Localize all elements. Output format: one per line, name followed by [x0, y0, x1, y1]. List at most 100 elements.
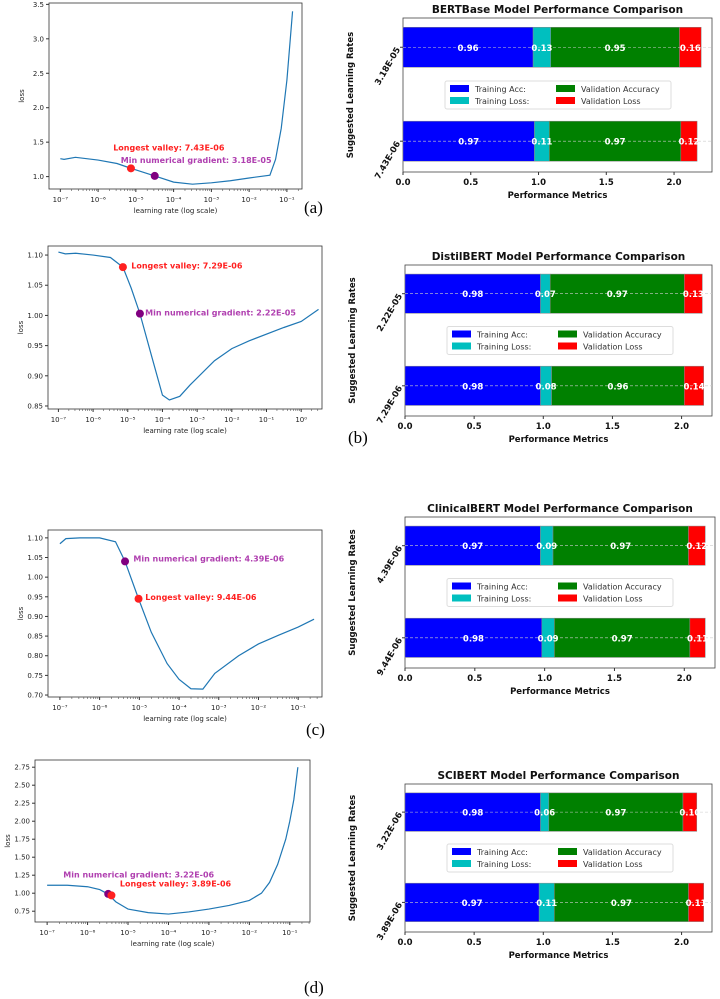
chart-title: BERTBase Model Performance Comparison: [432, 4, 683, 16]
legend-label: Validation Loss: [583, 860, 643, 869]
legend-swatch: [556, 85, 575, 92]
loss-chart-0: 10⁻⁷ 10⁻⁶ 10⁻⁵ 10⁻⁴ 10⁻³ 10⁻² 10⁻¹ 1.0 1.5 2.0 2.5…: [18, 1, 303, 215]
legend-swatch: [558, 848, 577, 855]
y-axis-label: Suggested Learning Rates: [348, 529, 358, 655]
marker-annotation: Longest valley: 3.89E-06: [120, 880, 232, 889]
marker-annotation: Longest valley: 7.29E-06: [131, 261, 243, 270]
panel-label-d: (d): [304, 978, 324, 997]
y-tick-label: 2.00: [14, 818, 30, 826]
legend-swatch: [452, 330, 471, 338]
y-tick-label: 1.75: [14, 836, 30, 844]
y-tick-label: 1.00: [14, 890, 30, 898]
panel-label-a: (a): [304, 198, 323, 217]
data-label: 0.97: [610, 542, 631, 552]
data-label: 0.97: [605, 138, 626, 148]
marker-point: [118, 263, 127, 272]
data-label: 0.98: [463, 634, 484, 644]
loss-chart-3: 10⁻⁷ 10⁻⁶ 10⁻⁵ 10⁻⁴ 10⁻³ 10⁻² 10⁻¹ 0.75 1.00 1.25…: [4, 759, 311, 948]
data-label: 0.08: [536, 382, 557, 392]
y-tick-label: 1.50: [14, 854, 30, 862]
legend-label: Validation Loss: [581, 97, 641, 106]
x-tick-label: 0.5: [467, 422, 482, 432]
chart-title: SCIBERT Model Performance Comparison: [438, 770, 680, 782]
data-label: 0.97: [462, 899, 483, 909]
x-tick-label: 0.5: [467, 938, 482, 948]
legend-label: Validation Accuracy: [581, 85, 660, 94]
data-label: 0.09: [536, 542, 557, 552]
data-label: 0.13: [531, 44, 552, 54]
x-tick-label: 0.5: [463, 178, 478, 188]
y-axis-label: loss: [18, 89, 26, 103]
y-tick-label: 3.89E-06: [375, 901, 405, 943]
y-tick-label: 0.85: [27, 633, 43, 641]
x-axis-label: learning rate (log scale): [134, 207, 218, 215]
plot-frame: [34, 759, 311, 923]
y-tick-label: 0.80: [27, 652, 43, 660]
data-label: 0.98: [462, 809, 483, 819]
data-label: 0.13: [683, 290, 704, 300]
loss-curve: [60, 11, 294, 185]
legend-swatch: [558, 342, 577, 350]
loss-chart-2: 10⁻⁷ 10⁻⁶ 10⁻⁵ 10⁻⁴ 10⁻³ 10⁻² 10⁻¹ 0.70 0.75 0.80…: [17, 529, 323, 723]
data-label: 0.09: [538, 634, 559, 644]
x-tick-label: 2.0: [667, 178, 682, 188]
y-tick-label: 1.05: [27, 282, 43, 290]
legend-swatch: [450, 85, 469, 92]
y-tick-label: 9.44E-06: [375, 636, 405, 678]
loss-curve: [47, 767, 299, 915]
x-tick-label: 10⁻³: [201, 929, 217, 937]
marker-annotation: Longest valley: 7.43E-06: [113, 143, 225, 152]
legend-swatch: [558, 594, 577, 602]
legend-label: Training Loss:: [476, 860, 531, 869]
panel-label-b: (b): [348, 428, 368, 447]
y-axis-label: loss: [17, 320, 25, 334]
y-tick-label: 4.39E-06: [375, 544, 405, 586]
legend-label: Training Acc:: [474, 85, 526, 94]
x-tick-label: 0.0: [397, 938, 412, 948]
data-label: 0.14: [684, 382, 705, 392]
data-label: 0.98: [462, 382, 483, 392]
x-tick-label: 10⁻¹: [282, 929, 298, 937]
x-tick-label: 10⁻²: [242, 929, 258, 937]
loss-curve: [59, 537, 315, 690]
x-tick-label: 10⁻⁴: [171, 704, 187, 712]
x-tick-label: 10⁻⁶: [90, 196, 106, 204]
data-label: 0.12: [686, 542, 707, 552]
legend-label: Training Acc:: [476, 331, 528, 340]
legend-swatch: [452, 342, 471, 350]
x-axis-label: learning rate (log scale): [143, 715, 227, 723]
marker-annotation: Min numerical gradient: 4.39E-06: [133, 554, 284, 563]
legend-label: Validation Loss: [583, 595, 643, 604]
x-tick-label: 10⁻²: [224, 416, 240, 424]
data-label: 0.97: [462, 542, 483, 552]
y-tick-label: 7.29E-06: [375, 384, 405, 426]
data-label: 0.97: [607, 290, 628, 300]
data-label: 0.12: [678, 138, 699, 148]
chart-title: DistilBERT Model Performance Comparison: [432, 251, 686, 263]
x-tick-label: 1.0: [536, 422, 551, 432]
x-tick-label: 10⁰: [295, 416, 307, 424]
y-axis-label: loss: [17, 606, 25, 620]
legend-label: Training Loss:: [476, 343, 531, 352]
plot-frame: [47, 529, 323, 698]
y-axis-label: loss: [4, 834, 12, 848]
marker-point: [126, 164, 135, 173]
y-tick-label: 2.25: [14, 800, 30, 808]
legend-swatch: [452, 582, 471, 590]
y-tick-label: 2.5: [33, 70, 44, 78]
x-tick-label: 10⁻²: [251, 704, 267, 712]
x-tick-label: 10⁻⁶: [92, 704, 108, 712]
x-tick-label: 10⁻⁶: [85, 416, 101, 424]
legend-label: Training Acc:: [476, 848, 528, 857]
x-tick-label: 10⁻⁴: [155, 416, 171, 424]
bar-segment: [684, 365, 704, 406]
performance-chart-2: ClinicalBERT Model Performance Compariso…: [348, 503, 716, 697]
x-tick-label: 10⁻³: [189, 416, 205, 424]
y-tick-label: 3.0: [33, 35, 44, 43]
x-tick-label: 1.5: [599, 178, 614, 188]
panel-label-c: (c): [306, 720, 325, 739]
y-tick-label: 1.25: [14, 872, 30, 880]
legend-swatch: [452, 848, 471, 855]
legend: [446, 326, 674, 355]
x-tick-label: 2.0: [674, 422, 689, 432]
